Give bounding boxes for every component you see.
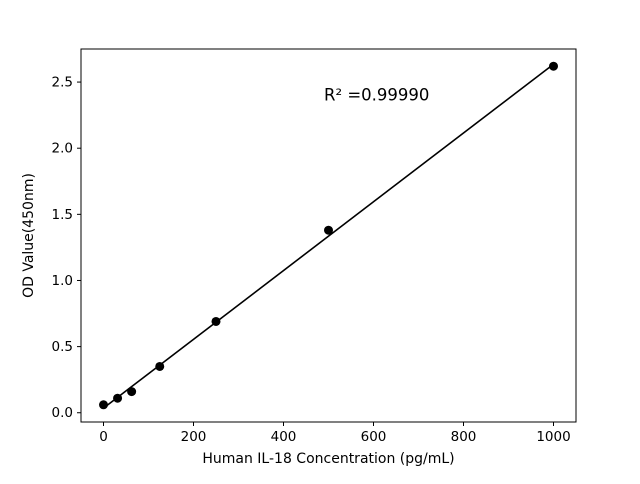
data-point — [113, 393, 123, 403]
r-squared-annotation: R² =0.99990 — [324, 86, 429, 105]
data-point — [155, 361, 165, 371]
x-tick-label: 400 — [271, 429, 297, 445]
y-tick-label: 1.5 — [52, 207, 73, 223]
y-axis-label: OD Value(450nm) — [21, 173, 37, 298]
y-tick-label: 2.0 — [52, 141, 73, 157]
y-tick-label: 0.0 — [52, 405, 73, 421]
fit-line — [103, 63, 554, 409]
data-point — [324, 225, 333, 235]
y-tick-label: 0.5 — [52, 339, 73, 355]
data-point — [127, 387, 137, 397]
data-point — [99, 400, 108, 410]
x-axis-label: Human IL-18 Concentration (pg/mL) — [202, 451, 454, 467]
y-tick-label: 1.0 — [52, 273, 73, 289]
x-tick-label: 1000 — [536, 429, 570, 445]
x-tick-label: 800 — [451, 429, 477, 445]
x-tick-label: 200 — [181, 429, 207, 445]
y-tick-label: 2.5 — [52, 75, 73, 91]
x-tick-label: 0 — [99, 429, 108, 445]
data-point — [549, 61, 558, 71]
plot-border — [80, 48, 577, 423]
data-point — [211, 316, 221, 326]
x-tick-label: 600 — [361, 429, 387, 445]
